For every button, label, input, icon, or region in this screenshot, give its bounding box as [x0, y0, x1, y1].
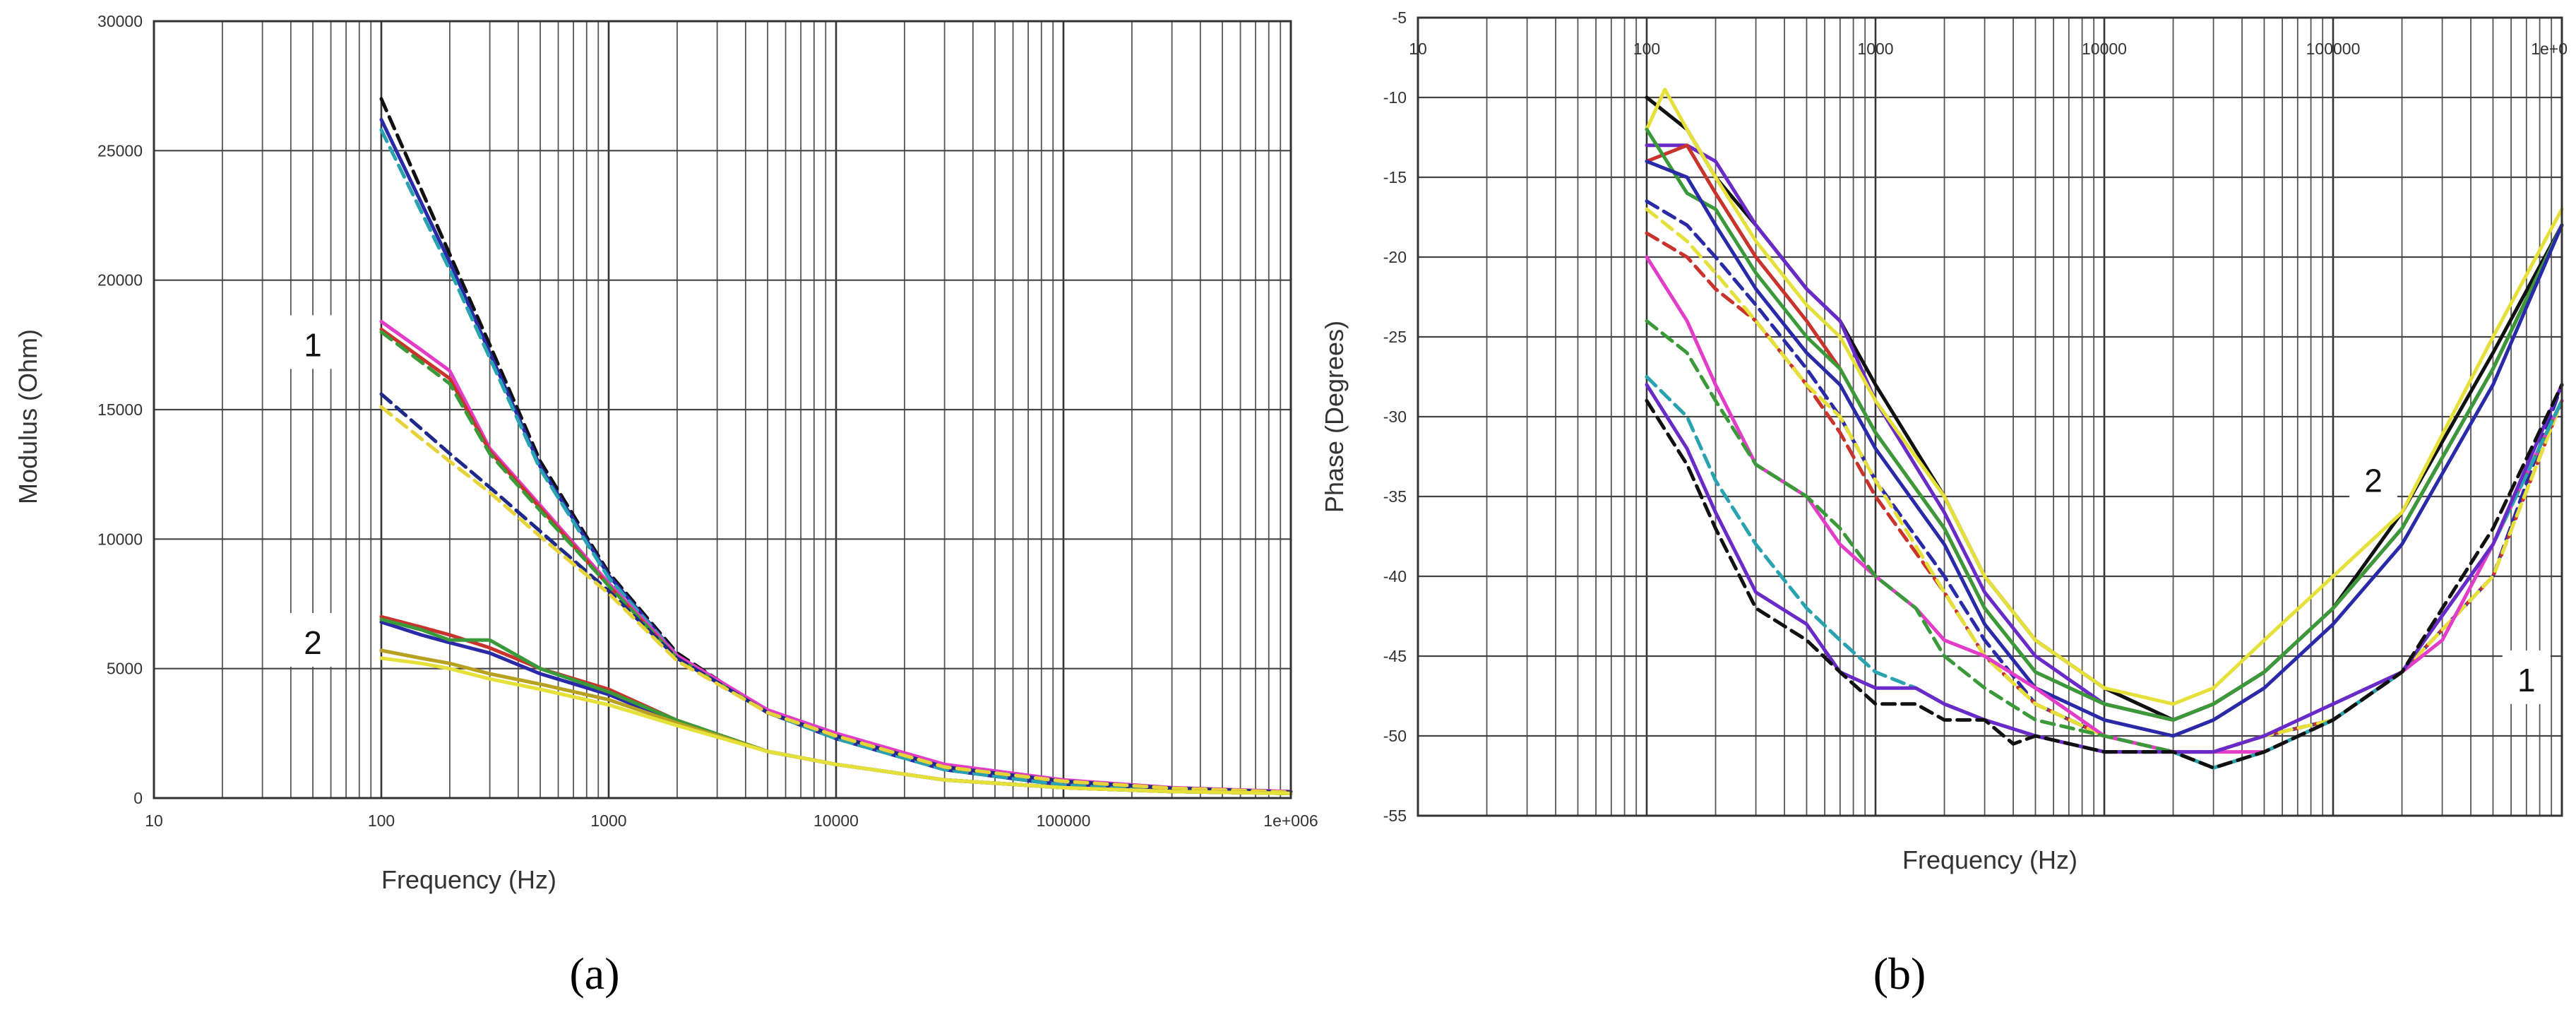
modulus-x-ticks: 10 100 1000 10000 100000 1e+006	[145, 811, 1318, 830]
modulus-chart: 10 100 1000 10000 100000 1e+006 0 5000 10000 150…	[13, 12, 1318, 999]
curve-group-label: 2	[2364, 462, 2383, 499]
curve-group-label: 1	[2517, 662, 2536, 698]
phase-series-line-5	[1645, 127, 2564, 722]
y-tick-label: 30000	[97, 12, 143, 30]
phase-x-axis-title: Frequency (Hz)	[1902, 845, 2077, 874]
modulus-series-line-8	[379, 405, 1293, 795]
modulus-series-line-13	[379, 656, 1293, 795]
x-tick-label: 1000	[1857, 40, 1893, 58]
phase-series	[1645, 88, 2564, 770]
y-tick-label: 5000	[107, 660, 143, 678]
x-tick-label: 1000	[590, 811, 626, 830]
modulus-y-ticks: 0 5000 10000 15000 20000 25000 30000	[97, 12, 143, 807]
x-tick-label: 10000	[2082, 40, 2127, 58]
x-tick-label: 100	[368, 811, 395, 830]
phase-plot-frame	[1417, 16, 2563, 817]
phase-series-line-3	[1645, 88, 2564, 706]
phase-annotations: 21	[2349, 451, 2551, 704]
y-tick-label: -40	[1383, 567, 1407, 585]
phase-y-ticks: -5 -10 -15 -20 -25 -30 -35 -40 -45 -50 -55	[1383, 8, 1407, 825]
phase-x-ticks: 10 100 1000 10000 100000 1e+0	[1409, 40, 2568, 58]
curve-group-label: 2	[304, 624, 322, 661]
x-tick-label: 1e+0	[2531, 40, 2568, 58]
y-tick-label: 20000	[97, 271, 143, 290]
y-tick-label: -45	[1383, 647, 1407, 665]
y-tick-label: -35	[1383, 487, 1407, 506]
x-tick-label: 100000	[2306, 40, 2361, 58]
x-tick-label: 1e+006	[1263, 811, 1318, 830]
modulus-x-axis-title: Frequency (Hz)	[381, 865, 556, 894]
curve-group-label: 1	[304, 326, 322, 363]
y-tick-label: 15000	[97, 400, 143, 419]
y-tick-label: -15	[1383, 168, 1407, 186]
phase-grid	[1417, 16, 2562, 817]
annotation-backdrop	[289, 613, 338, 667]
x-tick-label: 10	[145, 811, 163, 830]
y-tick-label: -30	[1383, 408, 1407, 426]
panel-label-b: (b)	[1873, 948, 1926, 999]
x-tick-label: 10	[1409, 40, 1427, 58]
x-tick-label: 100	[1633, 40, 1660, 58]
y-tick-label: -55	[1383, 807, 1407, 825]
y-tick-label: 10000	[97, 530, 143, 548]
y-tick-label: -5	[1393, 8, 1407, 27]
panel-label-a: (a)	[569, 948, 619, 999]
x-tick-label: 10000	[813, 811, 859, 830]
y-tick-label: -10	[1383, 88, 1407, 107]
phase-y-axis-title: Phase (Degrees)	[1320, 321, 1349, 513]
y-tick-label: -50	[1383, 727, 1407, 745]
annotation-backdrop	[289, 315, 338, 369]
y-tick-label: 25000	[97, 141, 143, 160]
annotation-backdrop	[2349, 451, 2398, 505]
phase-chart: 10 100 1000 10000 100000 1e+0 -5-10-15-20-25-…	[1320, 8, 2568, 999]
phase-series-line-14	[1645, 383, 2564, 770]
phase-series-line-6	[1645, 159, 2564, 738]
y-tick-label: -20	[1383, 248, 1407, 266]
y-tick-label: 0	[133, 789, 143, 807]
modulus-series	[379, 97, 1293, 795]
annotation-backdrop	[2502, 650, 2551, 704]
x-tick-label: 100000	[1037, 811, 1091, 830]
y-tick-label: -25	[1383, 328, 1407, 346]
modulus-y-axis-title: Modulus (Ohm)	[13, 329, 42, 504]
modulus-annotations: 12	[289, 315, 338, 667]
modulus-plot-frame	[153, 20, 1292, 799]
